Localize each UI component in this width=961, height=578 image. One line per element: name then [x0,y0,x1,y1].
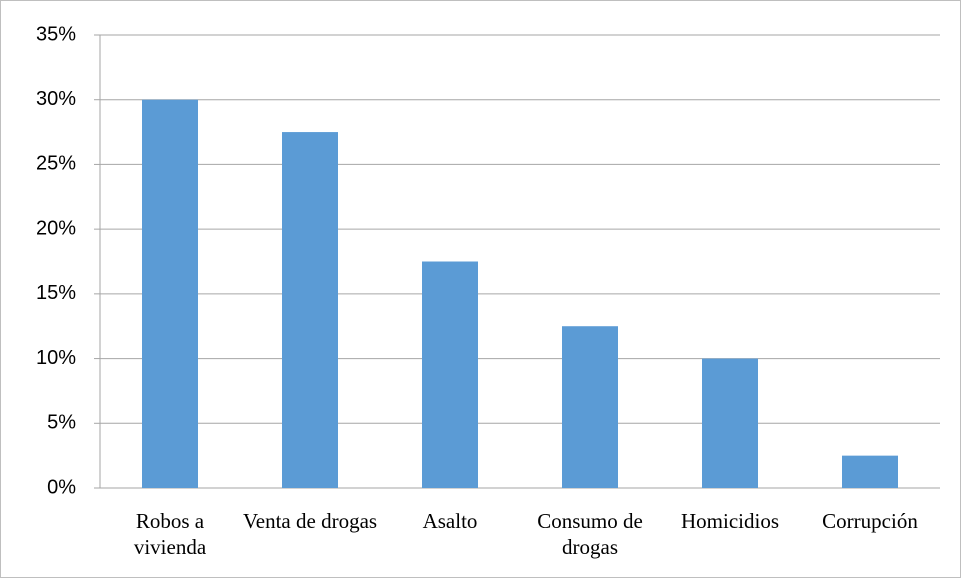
y-tick-label: 20% [36,217,76,239]
bar [562,326,618,488]
x-tick-label: Corrupción [822,509,918,533]
bar [142,99,198,488]
bar [422,261,478,488]
y-tick-label: 5% [47,412,76,434]
y-tick-label: 35% [36,23,76,45]
x-tick-label: Consumo de drogas [537,509,643,559]
y-tick-label: 30% [36,88,76,110]
x-tick-label: Venta de drogas [242,509,378,533]
bar [842,455,898,488]
bar [282,132,338,489]
y-tick-label: 25% [36,153,76,175]
x-tick-label: Robos a vivienda [133,509,207,559]
y-tick-label: 10% [36,347,76,369]
y-tick-label: 0% [47,476,76,498]
x-tick-label: Homicidios [681,509,779,533]
bar [702,358,758,488]
y-tick-label: 15% [36,282,76,304]
x-tick-label: Asalto [422,509,478,533]
